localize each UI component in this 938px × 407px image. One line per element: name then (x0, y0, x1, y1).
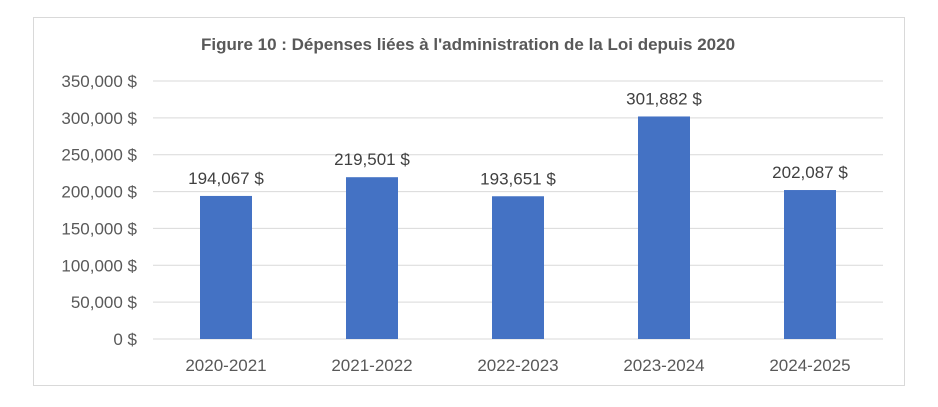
x-tick-label: 2022-2023 (477, 356, 558, 375)
data-label: 202,087 $ (772, 163, 848, 182)
x-tick-label: 2023-2024 (623, 356, 704, 375)
y-tick-label: 100,000 $ (61, 256, 137, 275)
bar-2021-2022 (346, 177, 398, 339)
bar-2023-2024 (638, 116, 690, 339)
y-tick-label: 150,000 $ (61, 219, 137, 238)
bar-2022-2023 (492, 196, 544, 339)
y-tick-label: 300,000 $ (61, 109, 137, 128)
data-label: 219,501 $ (334, 150, 410, 169)
chart-frame (33, 17, 905, 386)
chart-title: Figure 10 : Dépenses liées à l'administr… (201, 35, 735, 54)
bar-2020-2021 (200, 195, 252, 339)
data-label: 301,882 $ (626, 89, 702, 108)
data-label: 193,651 $ (480, 169, 556, 188)
y-tick-label: 0 $ (113, 330, 137, 349)
x-tick-label: 2021-2022 (331, 356, 412, 375)
y-tick-label: 50,000 $ (71, 293, 138, 312)
y-tick-label: 200,000 $ (61, 183, 137, 202)
data-label: 194,067 $ (188, 169, 264, 188)
y-tick-label: 350,000 $ (61, 72, 137, 91)
x-tick-label: 2020-2021 (185, 356, 266, 375)
x-tick-label: 2024-2025 (769, 356, 850, 375)
y-tick-label: 250,000 $ (61, 146, 137, 165)
bar-2024-2025 (784, 190, 836, 339)
